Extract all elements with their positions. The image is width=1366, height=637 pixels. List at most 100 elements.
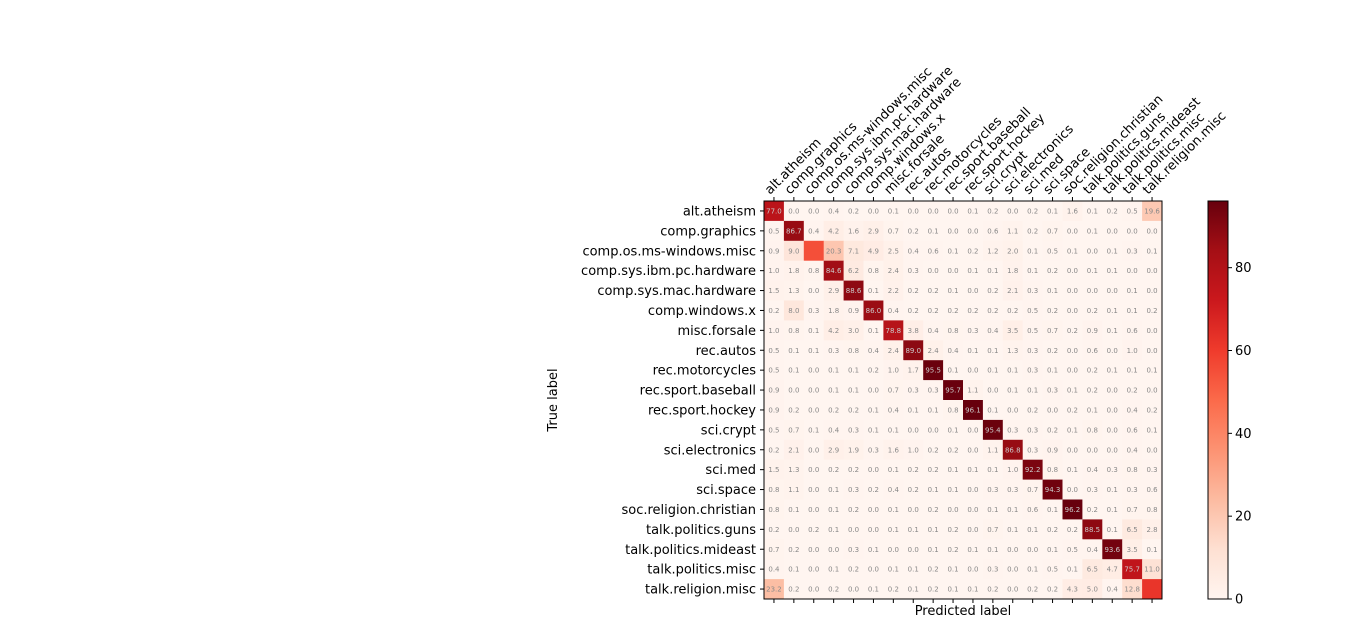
heatmap-cell-label: 0.2 — [1027, 207, 1038, 215]
heatmap-cell — [823, 320, 844, 341]
heatmap-cell — [943, 479, 964, 500]
heatmap-cell — [963, 340, 984, 361]
heatmap-cell-label: 84.6 — [826, 267, 842, 275]
heatmap-cell — [843, 240, 864, 262]
heatmap-cell-label: 0.0 — [1067, 287, 1078, 295]
heatmap-cell-label: 0.2 — [848, 207, 859, 215]
heatmap-cell-label: 0.0 — [908, 426, 919, 434]
heatmap-cell — [943, 519, 964, 540]
heatmap-cell — [764, 340, 785, 361]
heatmap-cell — [1142, 559, 1163, 580]
heatmap-cell — [1142, 459, 1163, 480]
heatmap-cell-label: 0.0 — [1146, 327, 1157, 335]
heatmap-cell-label: 0.0 — [1047, 406, 1058, 414]
heatmap-cell — [783, 419, 805, 441]
heatmap-cell-label: 0.0 — [1067, 347, 1078, 355]
heatmap-cell — [1122, 400, 1143, 421]
heatmap-cell — [982, 459, 1004, 480]
heatmap-cell — [903, 300, 924, 321]
heatmap-cell — [803, 240, 825, 262]
heatmap-cell-label: 3.5 — [1127, 546, 1138, 554]
heatmap-cell — [764, 559, 785, 580]
heatmap-cell — [982, 579, 1004, 600]
heatmap-cell — [803, 300, 825, 321]
heatmap-cell — [1102, 400, 1123, 421]
heatmap-cell — [1122, 579, 1143, 600]
heatmap-cell-label: 0.2 — [928, 466, 939, 474]
heatmap-cell-label: 0.1 — [788, 367, 799, 375]
heatmap-cell — [1142, 320, 1163, 341]
heatmap-cell-label: 0.0 — [788, 207, 799, 215]
heatmap-cell-label: 0.1 — [828, 367, 839, 375]
heatmap-cell — [843, 400, 864, 421]
heatmap-cell — [1122, 300, 1143, 321]
heatmap-cell — [823, 240, 844, 262]
heatmap-cell-label: 0.2 — [928, 586, 939, 594]
heatmap-cell-label: 0.0 — [967, 367, 978, 375]
heatmap-cell — [963, 320, 984, 341]
heatmap-cell — [783, 260, 805, 281]
heatmap-cell — [1102, 201, 1123, 222]
heatmap-cell-label: 1.6 — [888, 446, 900, 454]
heatmap-cell-label: 2.9 — [828, 446, 839, 454]
heatmap-cell — [803, 499, 825, 520]
heatmap-cell — [843, 579, 864, 600]
heatmap-cell-label: 0.0 — [888, 546, 899, 554]
heatmap-cell-label: 0.1 — [967, 546, 978, 554]
heatmap-cell-label: 0.9 — [848, 307, 859, 315]
heatmap-cell-label: 0.1 — [788, 347, 799, 355]
heatmap-cell-label: 0.3 — [987, 566, 998, 574]
heatmap-cell-label: 0.0 — [908, 506, 919, 514]
heatmap-cell-label: 0.2 — [828, 466, 839, 474]
heatmap-cell — [1002, 240, 1024, 262]
heatmap-cell — [1062, 439, 1083, 461]
heatmap-cell — [903, 459, 924, 480]
heatmap-cell — [883, 419, 904, 441]
heatmap-cell-label: 0.1 — [1027, 566, 1038, 574]
heatmap-cell-label: 0.0 — [1146, 287, 1157, 295]
heatmap-cell-label: 0.1 — [947, 247, 958, 255]
heatmap-cell — [1122, 419, 1143, 441]
heatmap-cell — [903, 201, 924, 222]
heatmap-cell-label: 0.2 — [987, 307, 998, 315]
heatmap-cell-label: 23.2 — [766, 586, 782, 594]
heatmap-cell-label: 0.3 — [987, 486, 998, 494]
heatmap-cell-label: 0.8 — [788, 327, 799, 335]
heatmap-cell — [883, 539, 904, 560]
heatmap-cell — [863, 260, 884, 281]
heatmap-cell — [883, 220, 904, 242]
heatmap-cell-label: 0.1 — [947, 426, 958, 434]
heatmap-cell-label: 1.0 — [768, 267, 779, 275]
heatmap-cell — [783, 479, 805, 500]
heatmap-cell — [863, 280, 884, 301]
heatmap-cell-label: 0.7 — [1027, 486, 1038, 494]
heatmap-cell — [883, 360, 904, 381]
heatmap-cell — [923, 539, 944, 560]
heatmap-cell — [903, 519, 924, 540]
heatmap-cell — [1042, 539, 1063, 560]
heatmap-cell-label: 2.4 — [928, 347, 940, 355]
heatmap-cell — [923, 300, 944, 321]
heatmap-cell-label: 0.1 — [967, 267, 978, 275]
heatmap-cell-label: 0.2 — [788, 546, 799, 554]
heatmap-cell — [1082, 300, 1103, 321]
heatmap-cell-label: 92.2 — [1025, 466, 1041, 474]
heatmap-cell-label: 0.7 — [888, 387, 899, 395]
heatmap-cell — [764, 201, 785, 222]
heatmap-cell — [1082, 579, 1103, 600]
heatmap-cell-label: 0.1 — [967, 347, 978, 355]
heatmap-cell-label: 0.2 — [1067, 526, 1078, 534]
heatmap-cell — [1082, 380, 1103, 401]
heatmap-cell — [883, 201, 904, 222]
heatmap-cell — [943, 300, 964, 321]
heatmap-cell-label: 94.3 — [1045, 486, 1061, 494]
heatmap-cell-label: 0.4 — [987, 327, 999, 335]
heatmap-cell — [883, 300, 904, 321]
heatmap-cell — [843, 360, 864, 381]
heatmap-cell-label: 0.4 — [888, 307, 900, 315]
heatmap-cell-label: 0.1 — [1047, 287, 1058, 295]
heatmap-cell — [803, 201, 825, 222]
heatmap-cell-label: 0.1 — [908, 406, 919, 414]
heatmap-cell — [823, 439, 844, 461]
heatmap-cell-label: 0.3 — [1047, 387, 1058, 395]
